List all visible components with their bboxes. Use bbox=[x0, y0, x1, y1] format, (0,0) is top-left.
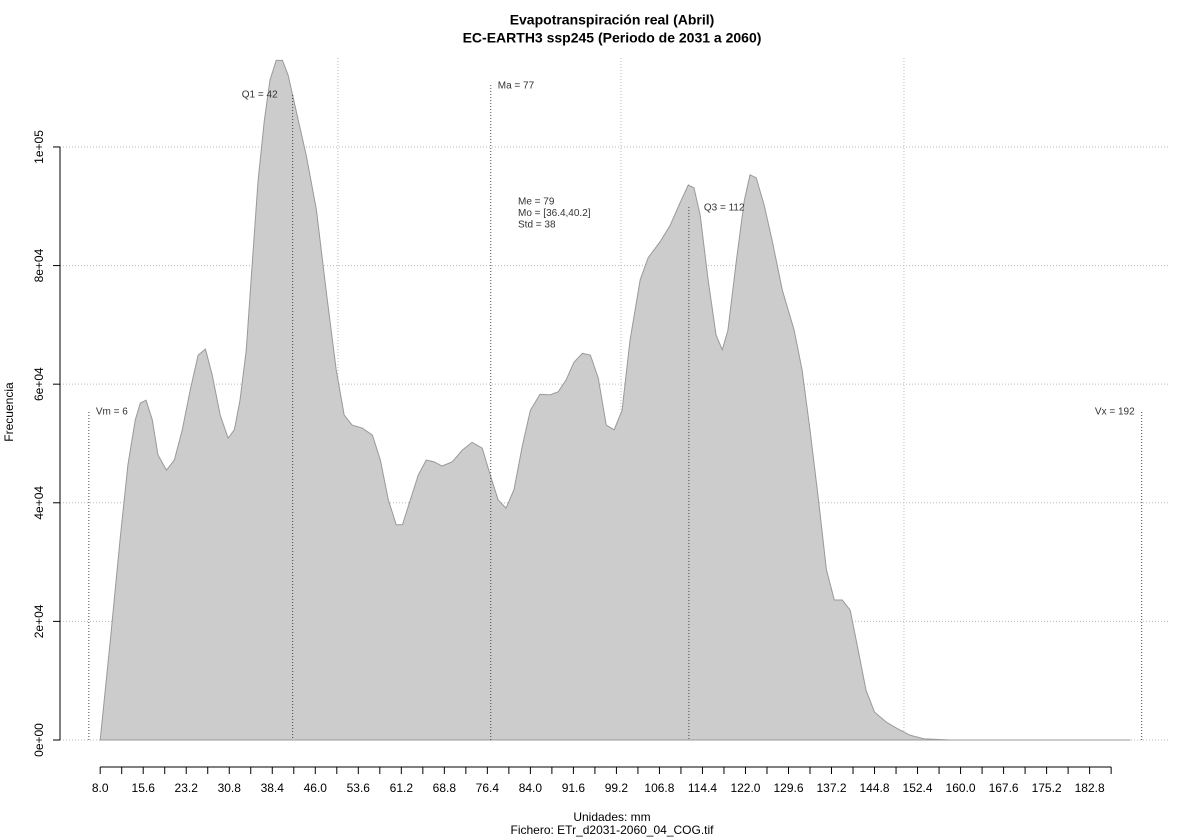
stat-text: Me = 79 bbox=[518, 197, 555, 208]
stat-text: Std = 38 bbox=[518, 220, 556, 231]
x-tick-label: 122.0 bbox=[730, 781, 760, 795]
x-tick-label: 106.8 bbox=[644, 781, 674, 795]
x-tick-label: 76.4 bbox=[476, 781, 500, 795]
footnote: Fichero: ETr_d2031-2060_04_COG.tif bbox=[511, 823, 715, 837]
stat-label: Vm = 6 bbox=[96, 407, 128, 418]
x-tick-label: 84.0 bbox=[519, 781, 543, 795]
x-tick-label: 182.8 bbox=[1075, 781, 1105, 795]
stat-text: Mo = [36.4,40.2] bbox=[518, 208, 591, 219]
x-tick-label: 61.2 bbox=[390, 781, 414, 795]
x-tick-label: 30.8 bbox=[218, 781, 242, 795]
x-tick-label: 144.8 bbox=[860, 781, 890, 795]
stat-label: Ma = 77 bbox=[498, 81, 535, 92]
x-tick-label: 99.2 bbox=[605, 781, 629, 795]
stat-label: Q1 = 42 bbox=[242, 90, 278, 101]
x-tick-label: 53.6 bbox=[347, 781, 371, 795]
x-tick-label: 175.2 bbox=[1032, 781, 1062, 795]
x-tick-label: 91.6 bbox=[562, 781, 586, 795]
chart-title: Evapotranspiración real (Abril) bbox=[510, 12, 715, 28]
x-tick-label: 68.8 bbox=[433, 781, 457, 795]
x-axis-label: Unidades: mm bbox=[573, 810, 650, 824]
y-tick-label: 8e+04 bbox=[32, 248, 46, 282]
x-tick-label: 167.6 bbox=[989, 781, 1019, 795]
stat-label: Vx = 192 bbox=[1095, 407, 1135, 418]
x-tick-label: 38.4 bbox=[261, 781, 285, 795]
x-tick-label: 8.0 bbox=[92, 781, 109, 795]
x-tick-label: 15.6 bbox=[132, 781, 156, 795]
density-area bbox=[99, 59, 1131, 741]
chart-subtitle: EC-EARTH3 ssp245 (Periodo de 2031 a 2060… bbox=[463, 30, 762, 46]
x-tick-label: 160.0 bbox=[946, 781, 976, 795]
x-tick-label: 114.4 bbox=[688, 781, 717, 795]
x-tick-label: 46.0 bbox=[304, 781, 328, 795]
y-tick-label: 6e+04 bbox=[32, 367, 46, 401]
y-tick-label: 0e+00 bbox=[32, 723, 46, 757]
x-tick-label: 129.6 bbox=[773, 781, 803, 795]
y-tick-label: 1e+05 bbox=[32, 130, 46, 164]
y-tick-label: 4e+04 bbox=[32, 486, 46, 520]
x-tick-label: 137.2 bbox=[816, 781, 846, 795]
stat-label: Q3 = 112 bbox=[704, 203, 745, 214]
y-tick-label: 2e+04 bbox=[32, 604, 46, 638]
y-axis-label: Frecuencia bbox=[2, 382, 16, 442]
x-tick-label: 152.4 bbox=[903, 781, 933, 795]
x-tick-label: 23.2 bbox=[175, 781, 199, 795]
